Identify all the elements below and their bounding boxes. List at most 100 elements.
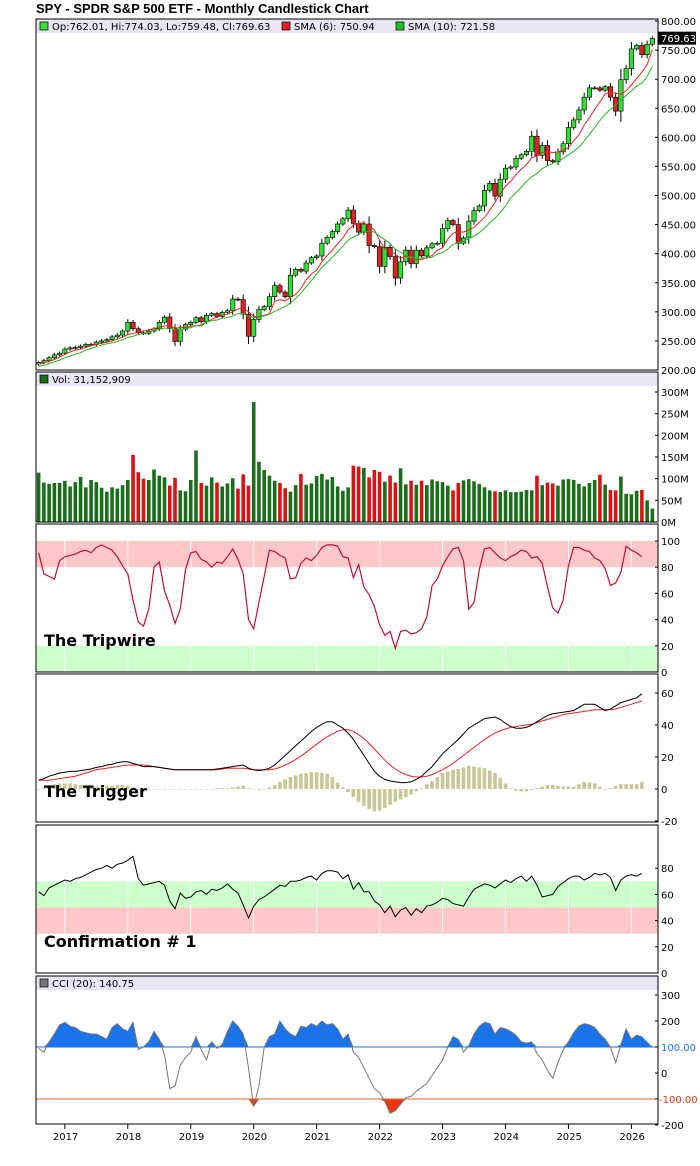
confirmation-tick-label: 40 (661, 917, 674, 928)
candle-down (392, 256, 398, 279)
trigger-histogram-bar (126, 785, 130, 789)
candle-up (340, 218, 346, 225)
candle-down (167, 316, 173, 330)
candle-up (523, 150, 529, 156)
trigger-histogram-bar (251, 789, 256, 790)
trigger-histogram-bar (393, 789, 398, 802)
trigger-title: The Trigger (44, 782, 147, 801)
trigger-histogram-bar (461, 767, 466, 789)
trigger-histogram-bar (278, 781, 282, 789)
trigger-histogram-bar (115, 785, 120, 789)
trigger-histogram-bar (571, 786, 576, 789)
volume-bar-down (299, 473, 303, 522)
volume-bar-up (110, 487, 114, 522)
cci-tick-label: 0 (661, 1069, 667, 1080)
trigger-histogram-bar (105, 785, 109, 789)
candle-down (419, 249, 425, 257)
trigger-histogram-bar (194, 789, 198, 790)
candle-up (83, 344, 89, 347)
x-tick-label: 2022 (368, 1132, 393, 1143)
trigger-histogram-bar (372, 789, 377, 812)
trigger-histogram-bar (341, 787, 345, 789)
volume-bar-up (556, 485, 560, 522)
candle-down (277, 285, 283, 293)
confirmation-line (38, 855, 643, 920)
volume-bar-up (293, 485, 298, 522)
trigger-histogram-bar (404, 789, 408, 797)
candle-up (644, 43, 650, 56)
volume-bar-down (456, 483, 461, 522)
sma6-label: SMA (6): 750.94 (294, 22, 375, 33)
x-tick-label: 2021 (305, 1132, 330, 1143)
x-tick-label: 2020 (242, 1132, 267, 1143)
volume-bar-up (330, 476, 335, 522)
cci-legend-bar (36, 976, 658, 990)
candle-down (245, 313, 251, 337)
volume-bar-down (608, 489, 613, 522)
confirmation-band (36, 881, 658, 908)
trigger-histogram-bar (587, 782, 592, 789)
cci-tick-label: -200 (661, 1121, 684, 1132)
trigger-histogram-bar (377, 789, 382, 811)
volume-bar-up (430, 479, 434, 522)
candle-up (78, 345, 84, 348)
candle-down (544, 145, 550, 161)
trigger-histogram-bar (592, 783, 597, 789)
trigger-histogram-bar (535, 788, 539, 789)
candle-up (72, 347, 78, 349)
volume-bar-up (89, 479, 93, 522)
candle-up (345, 209, 351, 220)
volume-bar-down (598, 474, 602, 522)
volume-bar-up (461, 480, 466, 522)
volume-bar-down (545, 482, 550, 522)
volume-bar-down (199, 483, 204, 522)
trigger-histogram-bar (299, 773, 303, 789)
ohlc-label: Op:762.01, Hi:774.03, Lo:759.48, Cl:769.… (52, 22, 270, 33)
candle-down (366, 223, 372, 246)
x-tick-label: 2017 (53, 1132, 78, 1143)
trigger-histogram-bar (215, 788, 219, 789)
trigger-histogram-bar (99, 786, 104, 789)
volume-bar-up (566, 479, 571, 522)
candle-down (282, 291, 288, 298)
volume-bar-down (451, 490, 455, 522)
trigger-histogram-bar (267, 787, 272, 789)
candle-up (46, 357, 52, 361)
trigger-histogram-bar (47, 785, 51, 789)
trigger-histogram-bar (608, 788, 613, 789)
volume-bar-down (283, 488, 287, 522)
trigger-tick-label: 20 (661, 753, 674, 764)
price-tick-label: 550.00 (661, 162, 696, 173)
tripwire-tick-label: 20 (661, 642, 674, 653)
trigger-histogram-bar (440, 773, 445, 789)
candle-up (120, 330, 126, 336)
candle-up (429, 243, 435, 249)
candle-up (571, 119, 577, 128)
volume-bar-up (435, 481, 440, 522)
candle-up (445, 220, 451, 229)
tripwire-frame (35, 523, 659, 673)
x-tick-label: 2025 (556, 1132, 581, 1143)
volume-bar-up (194, 450, 198, 522)
cci-tick-label: 300 (661, 991, 680, 1002)
volume-bar-up (498, 492, 503, 522)
volume-bar-down (613, 490, 618, 522)
trigger-histogram-bar (304, 773, 308, 789)
volume-bar-up (577, 483, 581, 522)
volume-bar-up (341, 490, 345, 522)
candle-down (613, 96, 619, 112)
trigger-histogram-bar (346, 789, 350, 793)
trigger-histogram-bar (188, 789, 193, 790)
candle-up (508, 166, 514, 169)
trigger-histogram-bar (619, 784, 623, 789)
candle-up (382, 246, 388, 267)
trigger-histogram-bar (435, 777, 440, 789)
cci-overbought-fill (38, 1021, 653, 1047)
volume-bar-up (183, 491, 188, 522)
cci-oversold-fill (38, 1099, 653, 1114)
candle-up (293, 269, 299, 276)
trigger-histogram-bar (94, 786, 99, 789)
trigger-histogram-bar (230, 787, 235, 789)
trigger-histogram-bar (204, 789, 209, 790)
volume-bar-up (477, 483, 482, 522)
